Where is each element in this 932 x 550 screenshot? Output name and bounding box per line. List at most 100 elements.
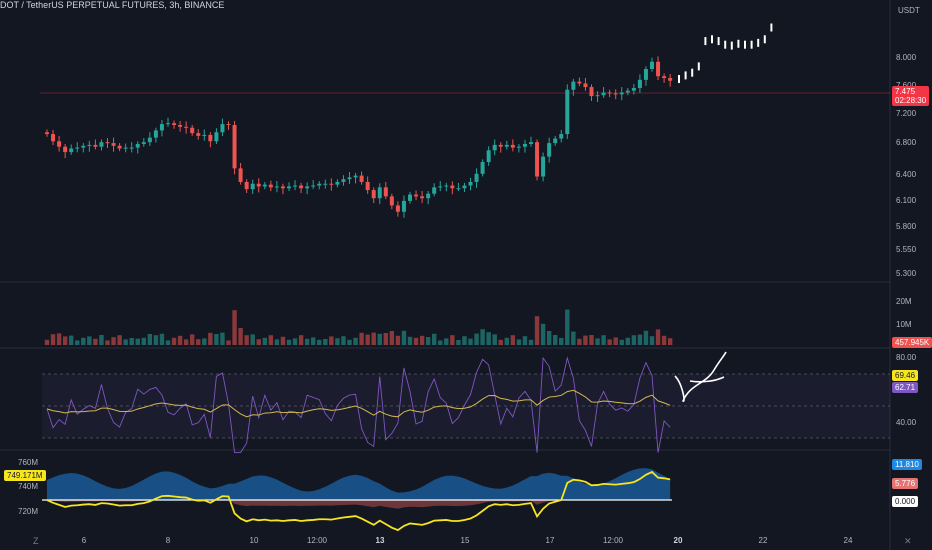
candle-body <box>444 185 449 187</box>
volume-bar <box>559 338 564 345</box>
price-tick: 5.550 <box>896 245 917 254</box>
time-tick: 17 <box>545 536 555 545</box>
candle-body <box>625 90 630 93</box>
candle-body <box>153 130 158 138</box>
hand-drawn-projection <box>674 351 727 402</box>
volume-bar <box>347 339 352 345</box>
volume-bar <box>480 329 485 345</box>
volume-bar <box>44 339 50 345</box>
volume-bar <box>419 335 425 345</box>
bull-area <box>47 468 671 500</box>
candle-body <box>553 138 558 144</box>
candle-body <box>492 144 497 151</box>
volume-bar <box>613 337 618 345</box>
volume-bar <box>153 335 159 345</box>
candle-body <box>662 76 667 79</box>
candle-body <box>135 143 140 148</box>
candle-body <box>172 123 177 126</box>
candle-body <box>529 142 533 144</box>
volume-bar <box>365 334 370 345</box>
volume-bar <box>335 338 340 345</box>
candle-body <box>468 181 473 186</box>
candle-body <box>341 179 346 182</box>
rsi-ma-line <box>46 389 671 418</box>
volume-bar <box>407 336 413 345</box>
candle-body <box>305 186 310 189</box>
candle-body <box>353 175 358 178</box>
volume-bar <box>492 334 497 345</box>
candle-body <box>577 81 582 84</box>
lower-right-tag-3: 0.000 <box>892 496 919 507</box>
volume-bar <box>583 335 588 345</box>
candle-body <box>226 124 231 126</box>
candle-body <box>347 177 352 180</box>
candle-body <box>571 81 576 90</box>
candle-body <box>510 144 515 148</box>
candle-body <box>184 126 189 128</box>
last-price-value: 7.475 <box>895 87 916 96</box>
candle-body <box>450 185 455 189</box>
volume-bar <box>214 334 219 345</box>
volume-bar <box>383 333 388 345</box>
tv-logo-icon[interactable]: ✕ <box>904 536 912 546</box>
candle-body <box>299 185 304 189</box>
candle-body <box>498 144 503 147</box>
volume-bar <box>649 336 655 345</box>
volume-bar <box>256 339 261 345</box>
volume-bar <box>292 338 298 345</box>
candle-body <box>129 147 134 149</box>
candle-body <box>280 186 285 189</box>
volume-bar <box>111 337 116 345</box>
candle-body <box>607 92 612 94</box>
volume-bar <box>226 340 231 345</box>
price-tick: 5.300 <box>896 269 917 278</box>
volume-bar <box>643 330 649 345</box>
cumulative-line <box>46 470 671 532</box>
candle-body <box>365 181 370 191</box>
candle-body <box>486 150 491 163</box>
candle-body <box>426 193 431 199</box>
volume-bar <box>329 336 334 345</box>
volume-bar <box>286 339 292 345</box>
candle-body <box>45 132 49 135</box>
price-tick: 7.200 <box>896 109 917 118</box>
volume-bar <box>323 339 328 345</box>
volume-bar <box>262 337 267 345</box>
candle-body <box>51 134 56 142</box>
candle-body <box>141 142 146 144</box>
candle-body <box>438 186 443 188</box>
volume-bar <box>619 339 624 345</box>
candle-body <box>474 173 479 182</box>
price-tick: 8.000 <box>896 53 917 62</box>
z-icon[interactable]: Z <box>33 536 39 546</box>
candle-body <box>637 79 642 88</box>
volume-bar <box>304 338 310 345</box>
volume-bar <box>317 339 322 345</box>
candle-body <box>293 185 298 187</box>
volume-bar <box>401 330 407 345</box>
candle-body <box>420 196 425 199</box>
volume-bar <box>50 334 56 345</box>
volume-bar <box>135 338 140 345</box>
candle-body <box>220 124 225 133</box>
volume-bar <box>625 337 630 345</box>
price-tick: 6.400 <box>896 170 917 179</box>
price-axis[interactable]: USDT 8.000 7.600 7.200 6.800 6.400 6.100… <box>890 0 932 550</box>
volume-bar <box>607 339 612 345</box>
candle-body <box>383 187 388 197</box>
candle-body <box>196 133 201 136</box>
volume-bar <box>595 338 600 345</box>
candle-body <box>631 87 636 91</box>
volume-bar <box>298 335 304 345</box>
volume-bar <box>377 333 382 345</box>
volume-bar <box>190 334 195 345</box>
candle-body <box>541 156 546 177</box>
volume-bar <box>359 332 364 345</box>
volume-bar <box>177 335 183 345</box>
candle-body <box>87 144 92 146</box>
candle-body <box>432 187 437 194</box>
volume-bar <box>395 335 401 345</box>
candle-body <box>389 196 394 206</box>
candle-body <box>317 183 322 186</box>
